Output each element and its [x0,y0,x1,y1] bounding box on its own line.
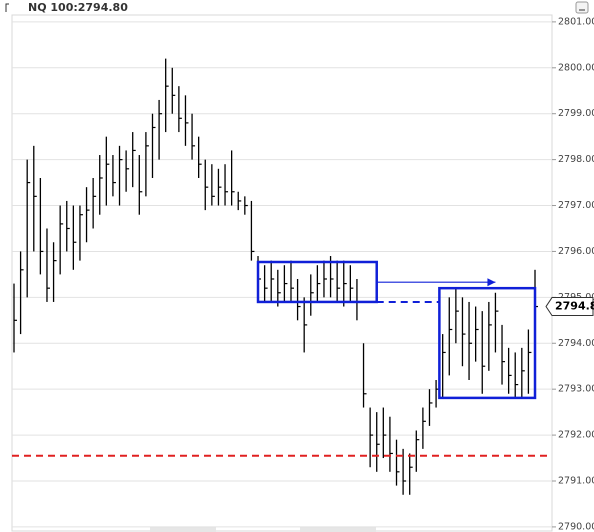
y-tick-label: 2793.00 [558,384,594,395]
range-box [438,286,537,400]
y-tick-label: 2794.00 [558,338,594,349]
y-tick-label: 2801.00 [558,16,594,27]
arrow-head [487,278,496,287]
menu-icon[interactable] [5,3,9,12]
plot-frame [11,14,553,532]
y-tick-label: 2799.00 [558,108,594,119]
y-tick-label: 2792.00 [558,430,594,441]
y-tick-label: 2798.00 [558,154,594,165]
y-tick-label: 2800.00 [558,62,594,73]
y-tick-label: 2797.00 [558,200,594,211]
scroll-tab[interactable] [150,527,216,532]
minimize-button[interactable] [575,1,589,14]
last-price-label: 2794.8 [555,300,594,313]
y-tick-label: 2791.00 [558,475,594,486]
scroll-tab[interactable] [300,527,376,532]
y-tick-label: 2796.00 [558,246,594,257]
y-tick-label: 2790.00 [558,521,594,532]
last-price-box [545,297,594,317]
chart-title: NQ 100:2794.80 [28,1,128,14]
